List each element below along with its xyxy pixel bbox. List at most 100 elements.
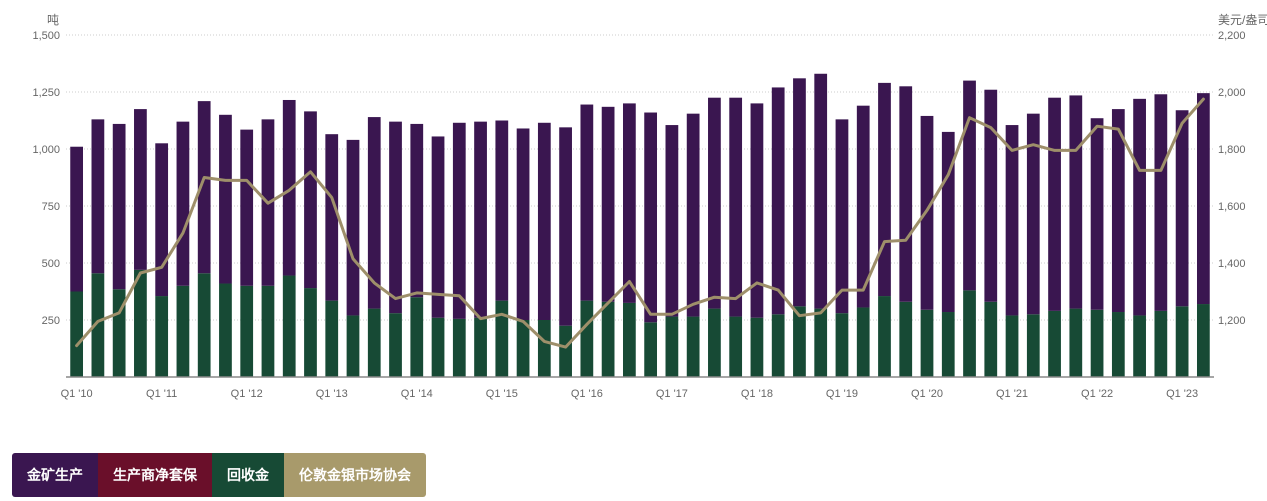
legend-label-net-producer-hedging: 生产商净套保 (113, 467, 197, 483)
bar-recycled-gold (580, 300, 594, 377)
bar-mine-production (1196, 93, 1210, 305)
bar-recycled-gold (474, 317, 487, 377)
bar-mine-production (963, 80, 976, 291)
y-right-tick-label: 1,200 (1218, 315, 1246, 327)
bar-mine-production (176, 121, 190, 286)
bar-recycled-gold (899, 301, 913, 377)
bar-mine-production (941, 131, 955, 313)
y-right-unit-label: 美元/盎司 (1218, 13, 1267, 27)
legend-label-recycled-gold: 回收金 (227, 467, 269, 483)
bar-recycled-gold (410, 297, 424, 377)
x-tick-label: Q1 '21 (996, 388, 1028, 400)
bar-mine-production (304, 111, 317, 289)
y-right-tick-label: 1,800 (1218, 144, 1246, 156)
x-tick-label: Q1 '15 (486, 388, 518, 400)
bar-recycled-gold (282, 275, 296, 377)
bar-recycled-gold (495, 300, 509, 377)
y-left-tick-label: 1,500 (32, 30, 60, 42)
x-tick-label: Q1 '17 (656, 388, 688, 400)
bar-recycled-gold (1175, 306, 1189, 377)
legend-item-recycled-gold[interactable]: 回收金 (212, 453, 284, 497)
bar-recycled-gold (155, 296, 169, 377)
x-tick-label: Q1 '13 (316, 388, 348, 400)
bar-recycled-gold (70, 291, 84, 377)
bar-recycled-gold (537, 320, 551, 377)
bar-recycled-gold (91, 273, 105, 377)
x-tick-label: Q1 '12 (231, 388, 263, 400)
bar-recycled-gold (1196, 304, 1210, 377)
bar-recycled-gold (1111, 312, 1125, 377)
bar-mine-production (899, 86, 913, 302)
x-tick-label: Q1 '22 (1081, 388, 1113, 400)
y-right-tick-label: 2,200 (1218, 30, 1246, 42)
bar-mine-production (474, 121, 487, 318)
bar-recycled-gold (1133, 315, 1146, 377)
bar-mine-production (984, 89, 998, 302)
bar-recycled-gold (686, 316, 700, 377)
bar-mine-production (750, 103, 764, 318)
bar-recycled-gold (219, 283, 232, 377)
bar-recycled-gold (1026, 314, 1040, 377)
x-tick-label: Q1 '14 (401, 388, 433, 400)
x-tick-label: Q1 '20 (911, 388, 943, 400)
bar-mine-production (219, 114, 232, 284)
bar-mine-production (537, 122, 551, 320)
legend-item-mine-production[interactable]: 金矿生产 (12, 453, 98, 497)
bar-mine-production (134, 109, 147, 270)
bar-recycled-gold (750, 317, 764, 377)
bar-mine-production (686, 113, 700, 317)
bar-recycled-gold (367, 308, 381, 377)
bar-mine-production (644, 112, 658, 323)
bar-recycled-gold (984, 301, 998, 377)
bar-recycled-gold (431, 317, 445, 377)
bar-mine-production (240, 129, 254, 286)
bar-recycled-gold (835, 313, 849, 377)
bar-recycled-gold (601, 301, 615, 377)
bar-mine-production (112, 123, 126, 290)
x-tick-label: Q1 '11 (146, 388, 177, 400)
y-left-unit-label: 吨 (47, 13, 59, 27)
bar-recycled-gold (878, 296, 891, 377)
bar-recycled-gold (559, 325, 572, 377)
bar-mine-production (495, 120, 509, 301)
bar-mine-production (1154, 94, 1168, 311)
legend-item-lbma-price[interactable]: 伦敦金银市场协会 (284, 453, 426, 497)
bar-mine-production (516, 128, 530, 320)
bar-mine-production (665, 125, 679, 317)
bar-recycled-gold (240, 285, 254, 377)
bar-mine-production (346, 139, 360, 316)
x-tick-label: Q1 '10 (61, 388, 93, 400)
y-left-tick-label: 500 (42, 258, 60, 270)
bar-mine-production (1005, 125, 1019, 316)
bar-recycled-gold (941, 312, 955, 377)
bar-mine-production (601, 106, 615, 302)
bar-mine-production (1133, 98, 1146, 316)
bar-mine-production (1048, 97, 1061, 311)
bar-recycled-gold (134, 269, 147, 377)
bar-recycled-gold (1048, 310, 1061, 377)
bar-mine-production (878, 82, 891, 297)
legend-label-mine-production: 金矿生产 (27, 467, 83, 483)
bar-recycled-gold (793, 306, 806, 377)
bar-mine-production (282, 99, 296, 276)
bar-recycled-gold (112, 289, 126, 377)
bar-mine-production (70, 146, 84, 292)
y-left-tick-label: 1,250 (32, 87, 60, 99)
bar-recycled-gold (304, 288, 317, 377)
bar-recycled-gold (963, 290, 976, 377)
legend-label-lbma-price: 伦敦金银市场协会 (299, 467, 411, 483)
bar-recycled-gold (197, 273, 211, 377)
bar-recycled-gold (1154, 310, 1168, 377)
bar-recycled-gold (346, 315, 360, 377)
bar-mine-production (580, 104, 594, 301)
legend-item-net-producer-hedging[interactable]: 生产商净套保 (98, 453, 212, 497)
bar-recycled-gold (176, 285, 190, 377)
bar-recycled-gold (729, 316, 743, 377)
bar-recycled-gold (389, 313, 402, 377)
bar-mine-production (729, 97, 743, 317)
x-tick-label: Q1 '19 (826, 388, 858, 400)
x-tick-label: Q1 '16 (571, 388, 603, 400)
bar-mine-production (1026, 113, 1040, 315)
bar-mine-production (410, 123, 424, 298)
bar-recycled-gold (665, 316, 679, 377)
